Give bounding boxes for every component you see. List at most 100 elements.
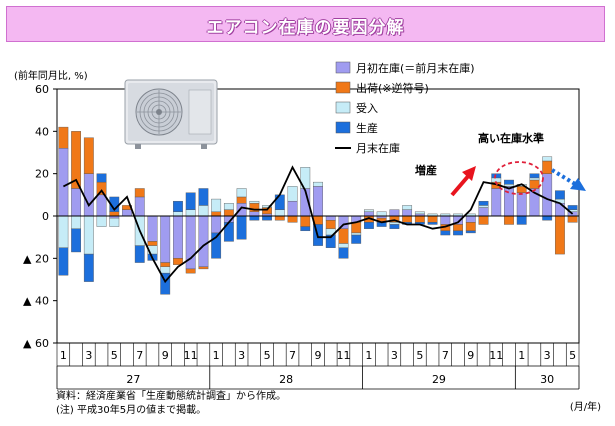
bar-opening bbox=[147, 215, 158, 242]
bar-receipt bbox=[389, 222, 400, 225]
bar-production bbox=[427, 222, 438, 225]
x-month-label: 1 bbox=[365, 349, 372, 362]
bar-opening bbox=[516, 192, 527, 217]
bar-receipt bbox=[71, 215, 82, 229]
bar-production bbox=[529, 173, 540, 179]
y-tick-label: 20 bbox=[35, 168, 49, 181]
y-tick-label: ▲ 20 bbox=[23, 252, 49, 265]
x-month-label: 3 bbox=[391, 349, 398, 362]
bar-receipt bbox=[313, 181, 323, 187]
bar-opening bbox=[313, 186, 323, 217]
bar-opening bbox=[465, 215, 476, 223]
footnote: (注) 平成30年5月の値まで掲載。 bbox=[56, 405, 207, 416]
bar-receipt bbox=[364, 209, 374, 212]
x-unit-label: (月/年) bbox=[569, 402, 601, 413]
bar-opening bbox=[58, 148, 69, 217]
bar-production bbox=[300, 226, 311, 232]
arrow-red-up bbox=[450, 172, 472, 197]
bar-opening bbox=[236, 203, 247, 217]
bar-shipment bbox=[274, 215, 285, 221]
y-axis: 60 40 20 0 ▲ 20 ▲ 40 ▲ 60 bbox=[23, 83, 57, 350]
bar-receipt bbox=[414, 211, 425, 215]
bar-shipment bbox=[338, 228, 349, 244]
x-year-label: 30 bbox=[540, 373, 554, 386]
bar-opening bbox=[83, 173, 94, 217]
air-conditioner-icon bbox=[124, 79, 218, 149]
x-month-label: 9 bbox=[315, 349, 322, 362]
bar-receipt bbox=[223, 203, 234, 210]
bar-opening bbox=[478, 207, 489, 217]
bar-production bbox=[542, 215, 553, 221]
bar-shipment bbox=[198, 266, 209, 270]
x-month-label: 11 bbox=[184, 349, 198, 362]
bar-receipt bbox=[274, 209, 285, 217]
source-note: 資料：経済産業省「生産動態統計調査」から作成。 bbox=[56, 391, 286, 402]
bar-opening bbox=[122, 209, 132, 217]
y-tick-label: ▲ 40 bbox=[23, 295, 49, 308]
bar-opening bbox=[567, 211, 578, 217]
bar-opening bbox=[389, 209, 400, 217]
x-year-label: 27 bbox=[126, 373, 140, 386]
x-month-label: 1 bbox=[518, 349, 525, 362]
x-month-label: 1 bbox=[60, 349, 67, 362]
y-tick-label: ▲ 60 bbox=[23, 337, 49, 350]
bar-production bbox=[249, 215, 260, 221]
legend-label: 受入 bbox=[356, 102, 378, 115]
bar-opening bbox=[249, 211, 260, 217]
y-unit-label: (前年同月比, %) bbox=[14, 71, 88, 82]
bar-production bbox=[567, 205, 578, 210]
line-month-end-inventory bbox=[62, 165, 574, 284]
bar-shipment bbox=[160, 262, 171, 268]
x-month-label: 3 bbox=[85, 349, 92, 362]
bar-shipment bbox=[71, 131, 82, 189]
bar-shipment bbox=[147, 241, 158, 246]
bar-production bbox=[236, 215, 247, 240]
bar-opening bbox=[198, 215, 209, 267]
bar-shipment bbox=[414, 215, 425, 223]
bar-shipment bbox=[173, 258, 183, 265]
x-axis: 1 3 5 7 9 11 1 3 5 7 9 11 1 3 5 7 9 11 1 3 527 28 29 30 bbox=[56, 343, 580, 390]
bar-receipt bbox=[478, 205, 489, 208]
bar-opening bbox=[542, 173, 553, 217]
legend-swatch-receipt bbox=[335, 101, 351, 114]
bar-receipt bbox=[376, 211, 387, 217]
bar-production bbox=[338, 247, 349, 259]
y-tick-label: 60 bbox=[35, 83, 49, 96]
bar-shipment bbox=[236, 196, 247, 204]
bar-production bbox=[173, 200, 183, 212]
bar-opening bbox=[96, 194, 107, 217]
legend-label: 出荷(※逆符号) bbox=[356, 81, 429, 95]
bar-receipt bbox=[262, 205, 272, 208]
bar-production bbox=[440, 230, 451, 236]
bar-receipt bbox=[173, 211, 183, 217]
bar-receipt bbox=[211, 198, 222, 212]
x-month-label: 7 bbox=[289, 349, 296, 362]
x-month-label: 1 bbox=[213, 349, 220, 362]
bar-shipment bbox=[185, 268, 196, 274]
bar-receipt bbox=[96, 215, 107, 227]
bar-production bbox=[389, 224, 400, 229]
bar-receipt bbox=[402, 205, 413, 210]
bar-shipment bbox=[58, 126, 69, 149]
bar-shipment bbox=[211, 211, 222, 217]
y-tick-label: 40 bbox=[35, 125, 49, 138]
bar-production bbox=[554, 190, 565, 200]
bar-receipt bbox=[58, 215, 69, 248]
bar-opening bbox=[440, 215, 451, 225]
bar-receipt bbox=[351, 232, 362, 236]
x-month-label: 7 bbox=[442, 349, 449, 362]
bar-shipment bbox=[402, 215, 413, 223]
bar-opening bbox=[325, 215, 336, 221]
arrow-blue-head bbox=[570, 178, 586, 191]
bar-opening bbox=[160, 215, 171, 263]
bar-shipment bbox=[134, 188, 145, 198]
bar-receipt bbox=[542, 156, 553, 162]
legend-label: 月初在庫(＝前月末在庫) bbox=[356, 61, 475, 75]
bar-opening bbox=[173, 215, 183, 259]
bar-receipt bbox=[185, 209, 196, 217]
bar-shipment bbox=[529, 179, 540, 189]
bars-layer bbox=[58, 126, 578, 295]
